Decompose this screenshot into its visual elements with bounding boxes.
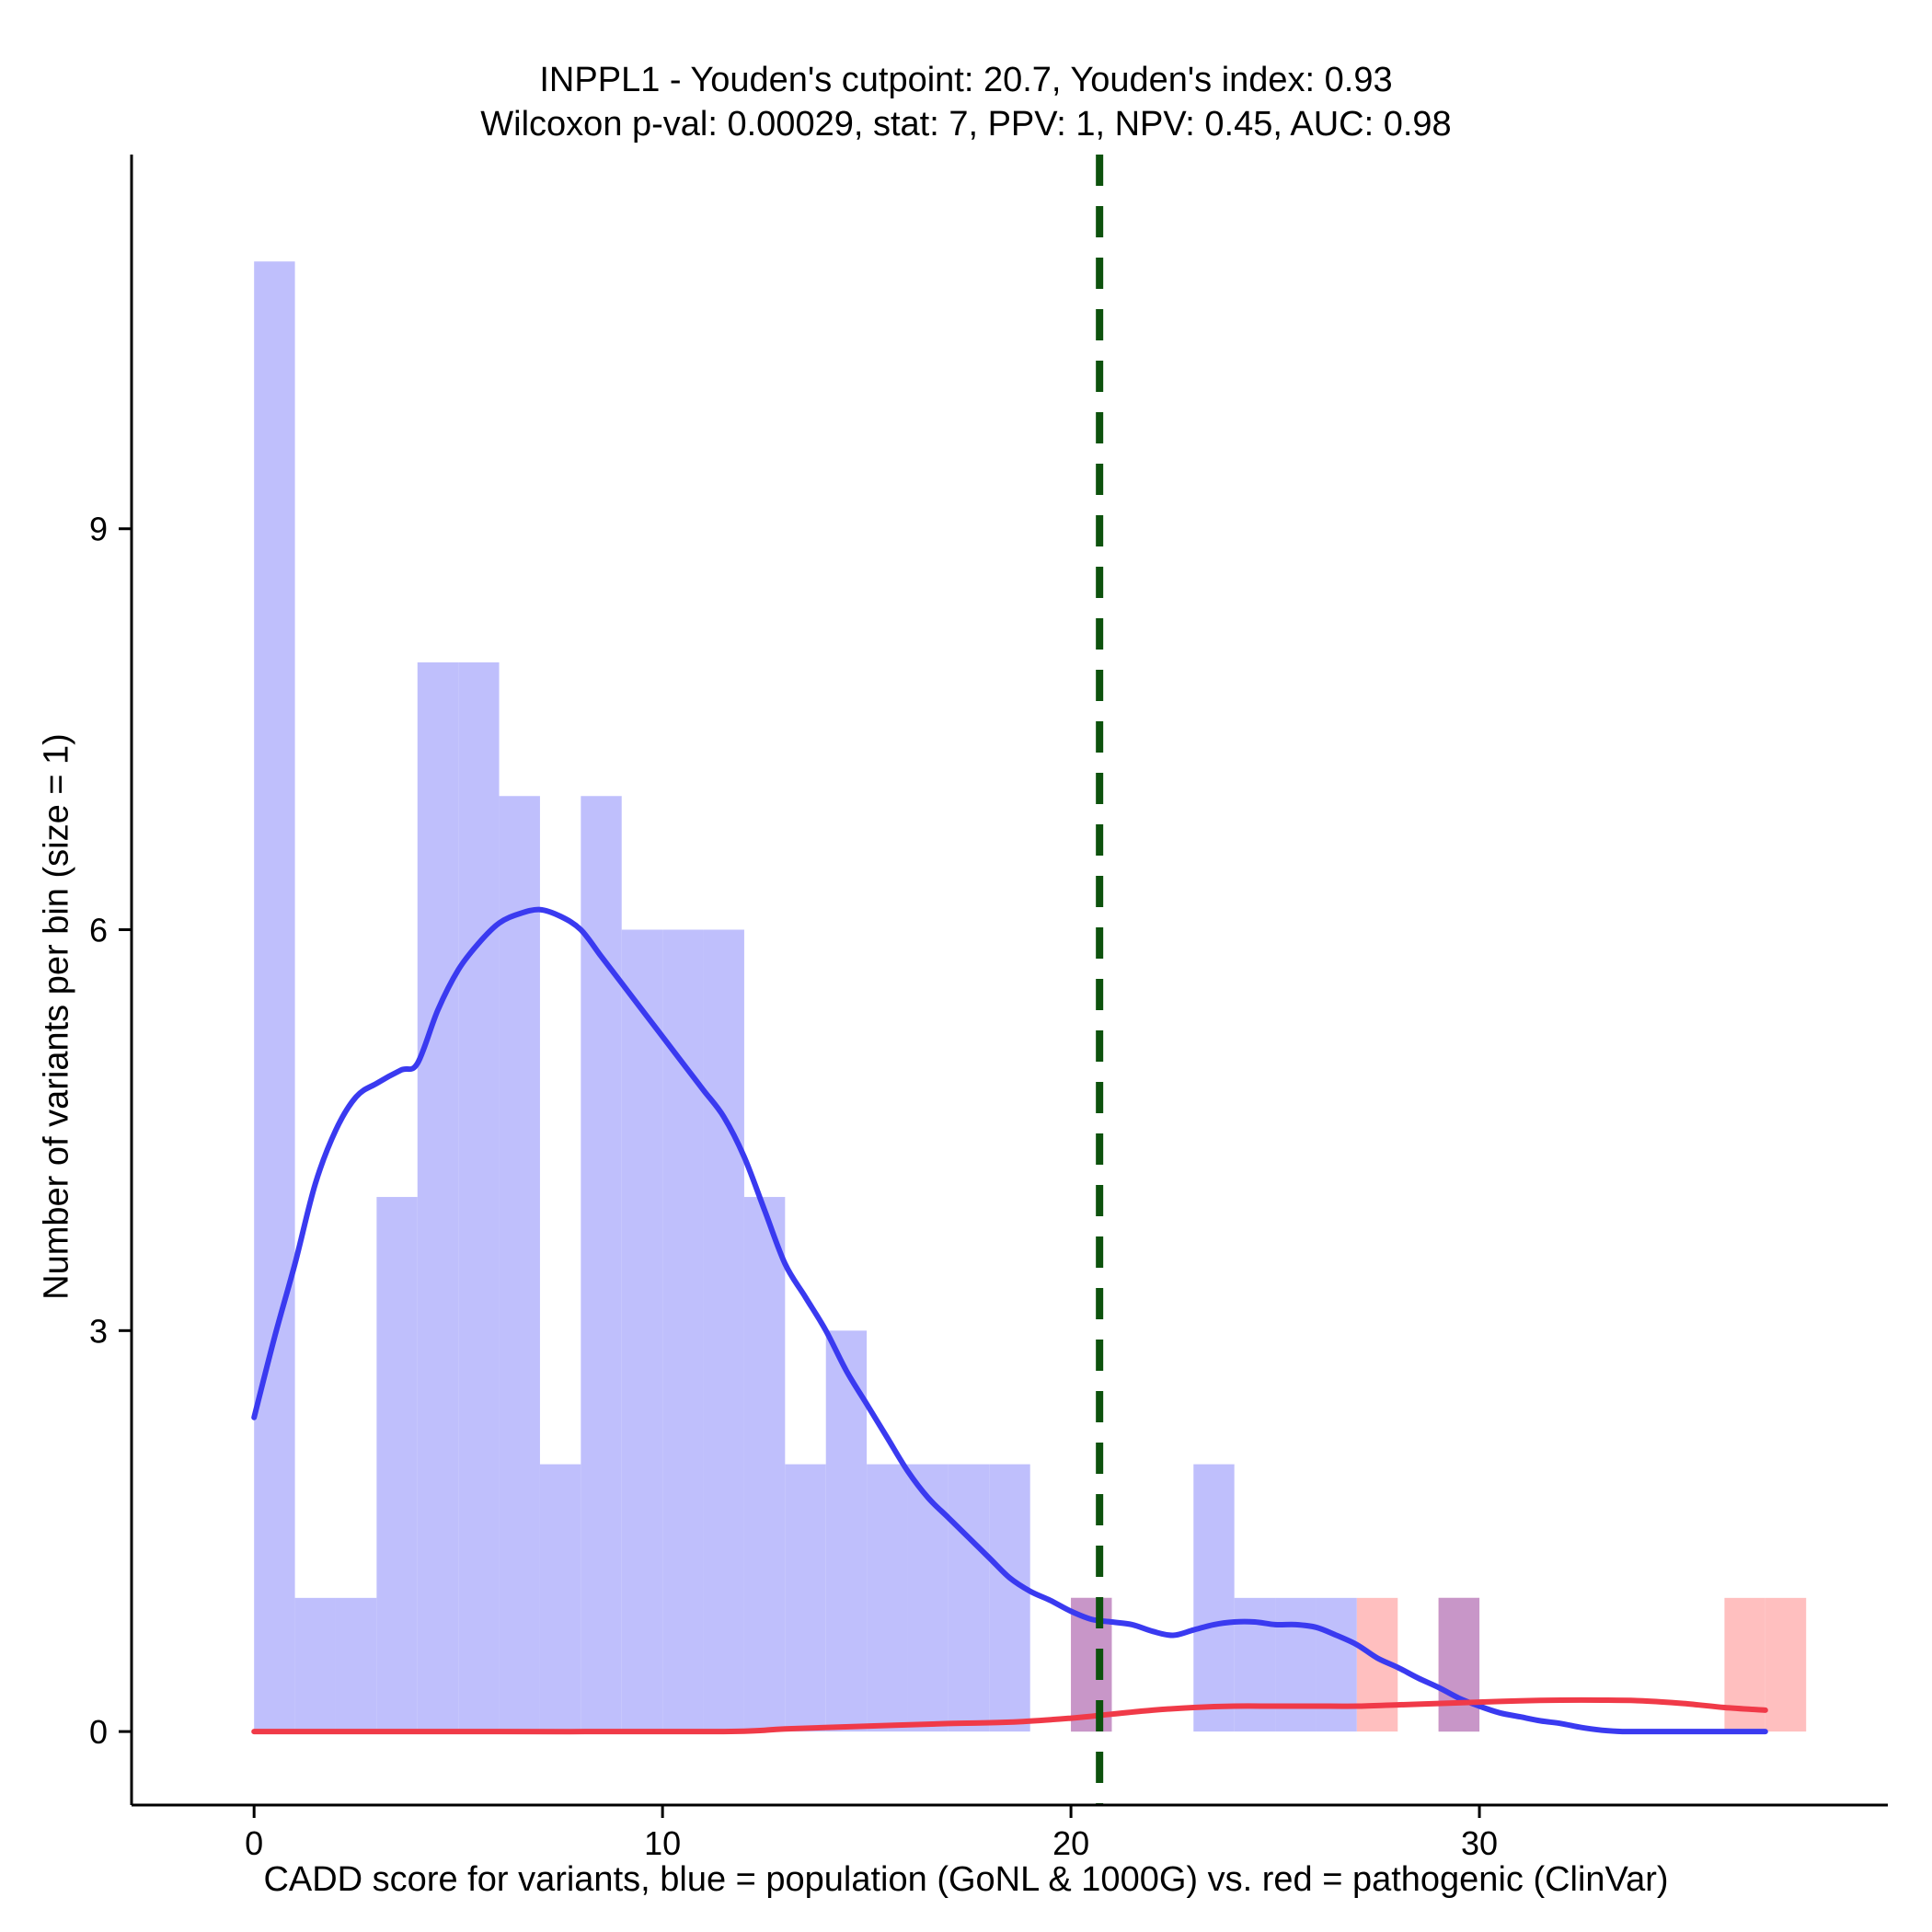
population-bar <box>417 662 459 1732</box>
y-tick-label: 0 <box>89 1713 108 1751</box>
population-bar <box>703 929 744 1732</box>
x-tick-label: 0 <box>245 1824 263 1862</box>
x-tick-label: 20 <box>1052 1824 1089 1862</box>
population-bar <box>1193 1464 1235 1732</box>
x-axis-label: CADD score for variants, blue = populati… <box>263 1860 1669 1899</box>
population-bar <box>499 796 540 1732</box>
population-bar <box>621 929 663 1732</box>
population-histogram <box>254 261 1480 1732</box>
chart-subtitle: Wilcoxon p-val: 0.00029, stat: 7, PPV: 1… <box>480 105 1452 144</box>
overlap-bar <box>1438 1597 1480 1732</box>
population-bar <box>948 1464 990 1732</box>
population-bar <box>743 1197 786 1732</box>
y-tick-label: 6 <box>89 912 108 949</box>
population-bar <box>662 929 704 1732</box>
population-bar <box>294 1597 336 1732</box>
x-tick-label: 10 <box>644 1824 681 1862</box>
population-bar <box>989 1464 1030 1732</box>
population-bar <box>254 261 295 1732</box>
population-bar <box>1275 1597 1317 1732</box>
population-bar <box>458 662 500 1732</box>
population-bar <box>1316 1597 1357 1732</box>
x-axis-ticks: 0 10 20 30 <box>245 1805 1498 1862</box>
y-axis-label: Number of variants per bin (size = 1) <box>37 733 76 1300</box>
pathogenic-density-line <box>251 1696 1768 1735</box>
population-bar <box>335 1597 377 1732</box>
population-density-line <box>251 906 1768 1735</box>
x-tick-label: 30 <box>1461 1824 1498 1862</box>
y-tick-label: 9 <box>89 511 108 548</box>
population-bar <box>785 1464 826 1732</box>
overlap-histogram <box>1071 1597 1480 1732</box>
population-bar <box>907 1464 949 1732</box>
pathogenic-bar <box>1765 1597 1807 1732</box>
chart-title: INPPL1 - Youden's cutpoint: 20.7, Youden… <box>539 61 1393 99</box>
population-bar <box>1234 1597 1276 1732</box>
population-bar <box>376 1197 418 1732</box>
population-bar <box>539 1464 581 1732</box>
y-axis-ticks: 0 3 6 9 <box>89 511 132 1751</box>
population-bar <box>867 1464 908 1732</box>
y-tick-label: 3 <box>89 1312 108 1350</box>
